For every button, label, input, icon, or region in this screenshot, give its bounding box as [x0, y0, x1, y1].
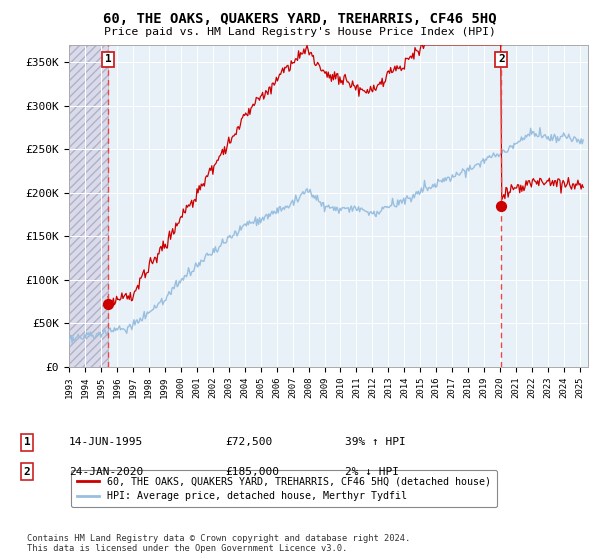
Text: 24-JAN-2020: 24-JAN-2020: [69, 466, 143, 477]
Text: £72,500: £72,500: [225, 437, 272, 447]
Text: 39% ↑ HPI: 39% ↑ HPI: [345, 437, 406, 447]
Bar: [69, 45, 108, 367]
Text: 1: 1: [105, 54, 112, 64]
Legend: 60, THE OAKS, QUAKERS YARD, TREHARRIS, CF46 5HQ (detached house), HPI: Average p: 60, THE OAKS, QUAKERS YARD, TREHARRIS, C…: [71, 470, 497, 507]
Point: [103, 299, 113, 308]
Text: £185,000: £185,000: [225, 466, 279, 477]
Text: 1: 1: [23, 437, 31, 447]
Text: 14-JUN-1995: 14-JUN-1995: [69, 437, 143, 447]
Text: Price paid vs. HM Land Registry's House Price Index (HPI): Price paid vs. HM Land Registry's House …: [104, 27, 496, 37]
Text: 2: 2: [23, 466, 31, 477]
Text: Contains HM Land Registry data © Crown copyright and database right 2024.
This d: Contains HM Land Registry data © Crown c…: [27, 534, 410, 553]
Text: 2: 2: [498, 54, 505, 64]
Text: 60, THE OAKS, QUAKERS YARD, TREHARRIS, CF46 5HQ: 60, THE OAKS, QUAKERS YARD, TREHARRIS, C…: [103, 12, 497, 26]
Bar: [69, 45, 108, 367]
Text: 2% ↓ HPI: 2% ↓ HPI: [345, 466, 399, 477]
Point: [496, 202, 506, 211]
